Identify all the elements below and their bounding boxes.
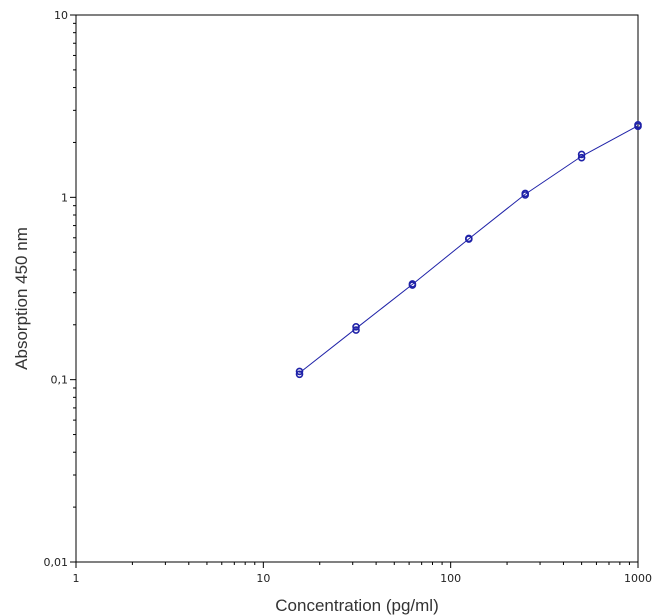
x-axis-title: Concentration (pg/ml) [275, 596, 438, 615]
x-tick-label: 10 [256, 572, 270, 585]
y-tick-label: 10 [54, 9, 68, 22]
x-tick-label: 100 [440, 572, 461, 585]
data-point [295, 367, 304, 376]
plot-frame [75, 14, 639, 563]
x-tick-label: 1000 [624, 572, 652, 585]
data-point [352, 322, 360, 331]
data-point [577, 153, 586, 162]
y-tick-label: 0,1 [51, 374, 69, 387]
fit-curve-line [299, 125, 639, 374]
data-point [408, 280, 417, 288]
data-point [634, 120, 642, 129]
y-tick-label: 1 [61, 191, 68, 204]
data-point [465, 234, 473, 243]
data-point [352, 326, 360, 334]
y-axis-title: Absorption 450 nm [12, 227, 31, 370]
data-point [521, 189, 530, 198]
y-tick-label: 0,01 [44, 556, 69, 569]
x-tick-label: 1 [73, 572, 80, 585]
data-point [295, 370, 304, 379]
data-point [577, 150, 586, 159]
